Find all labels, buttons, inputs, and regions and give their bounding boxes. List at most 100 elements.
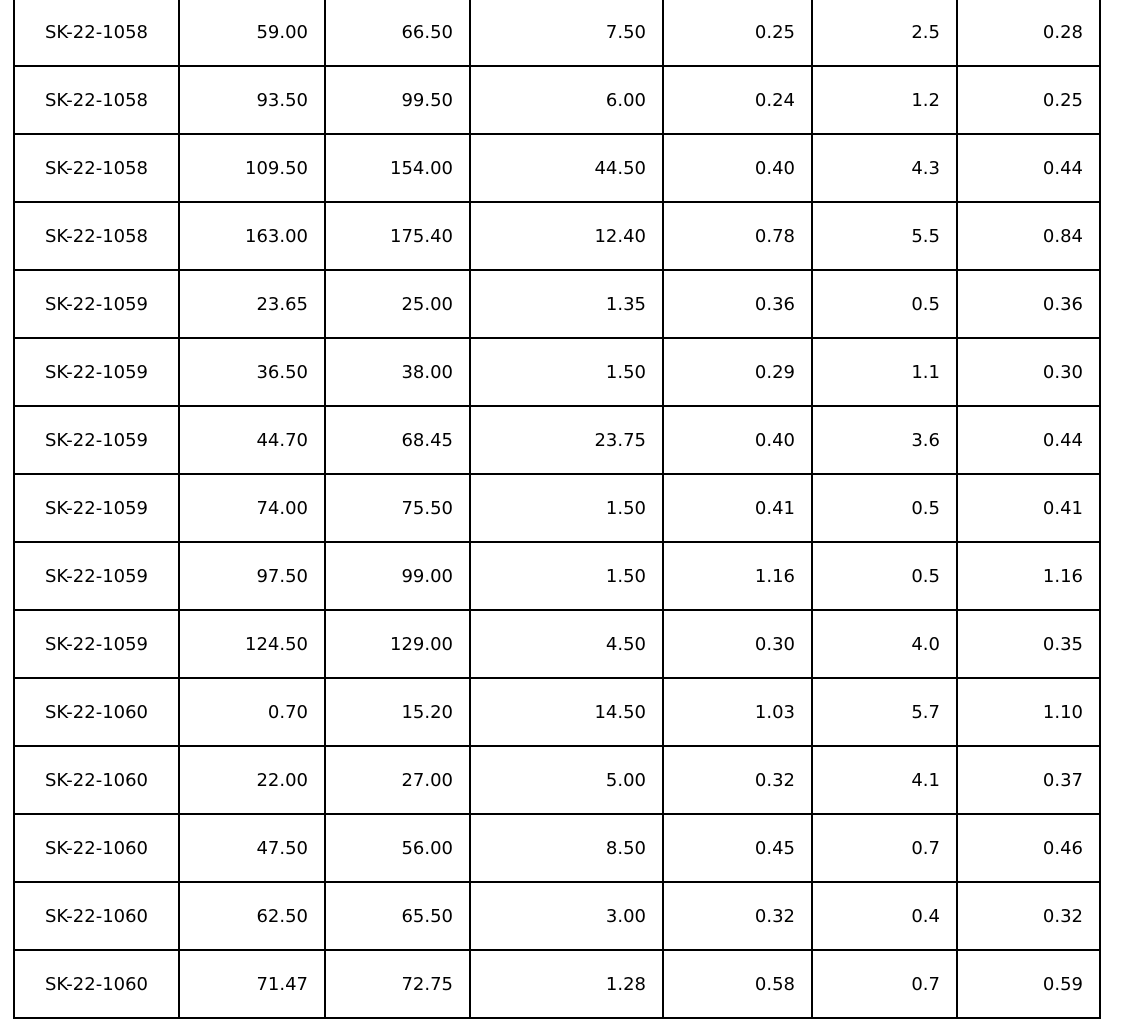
value-cell: 4.0 [811,609,958,679]
value-cell: 5.7 [811,677,958,747]
value-cell: 1.35 [469,269,664,339]
value-cell: 0.7 [811,813,958,883]
value-cell: 0.36 [956,269,1101,339]
value-cell: 0.37 [956,745,1101,815]
table-row: SK-22-1059 23.65 25.00 1.35 0.36 0.5 0.36 [13,269,1101,339]
value-cell: 44.50 [469,133,664,203]
table-row: SK-22-1059 74.00 75.50 1.50 0.41 0.5 0.41 [13,473,1101,543]
value-cell: 66.50 [324,0,471,67]
hole-id-cell: SK-22-1059 [13,337,180,407]
table-row: SK-22-1059 44.70 68.45 23.75 0.40 3.6 0.44 [13,405,1101,475]
value-cell: 38.00 [324,337,471,407]
value-cell: 23.75 [469,405,664,475]
value-cell: 0.58 [662,949,813,1019]
value-cell: 7.50 [469,0,664,67]
table-row: SK-22-1058 59.00 66.50 7.50 0.25 2.5 0.28 [13,0,1101,67]
value-cell: 1.2 [811,65,958,135]
value-cell: 109.50 [178,133,326,203]
table-row: SK-22-1060 71.47 72.75 1.28 0.58 0.7 0.59 [13,949,1101,1019]
value-cell: 0.29 [662,337,813,407]
value-cell: 65.50 [324,881,471,951]
data-table-body: SK-22-1058 59.00 66.50 7.50 0.25 2.5 0.28 SK-22… [13,0,1101,1019]
value-cell: 0.35 [956,609,1101,679]
data-table: SK-22-1058 59.00 66.50 7.50 0.25 2.5 0.28 SK-22… [13,0,1101,1019]
table-row: SK-22-1059 97.50 99.00 1.50 1.16 0.5 1.16 [13,541,1101,611]
value-cell: 0.45 [662,813,813,883]
value-cell: 1.50 [469,337,664,407]
hole-id-cell: SK-22-1059 [13,473,180,543]
value-cell: 1.1 [811,337,958,407]
table-row: SK-22-1060 47.50 56.00 8.50 0.45 0.7 0.46 [13,813,1101,883]
value-cell: 93.50 [178,65,326,135]
value-cell: 4.1 [811,745,958,815]
value-cell: 0.28 [956,0,1101,67]
value-cell: 0.30 [956,337,1101,407]
value-cell: 0.84 [956,201,1101,271]
value-cell: 0.30 [662,609,813,679]
hole-id-cell: SK-22-1059 [13,269,180,339]
value-cell: 23.65 [178,269,326,339]
value-cell: 0.32 [956,881,1101,951]
value-cell: 14.50 [469,677,664,747]
hole-id-cell: SK-22-1058 [13,0,180,67]
table-row: SK-22-1058 163.00 175.40 12.40 0.78 5.5 0.84 [13,201,1101,271]
hole-id-cell: SK-22-1059 [13,609,180,679]
value-cell: 99.50 [324,65,471,135]
value-cell: 25.00 [324,269,471,339]
value-cell: 175.40 [324,201,471,271]
value-cell: 0.78 [662,201,813,271]
value-cell: 0.59 [956,949,1101,1019]
hole-id-cell: SK-22-1060 [13,881,180,951]
value-cell: 2.5 [811,0,958,67]
value-cell: 1.50 [469,541,664,611]
value-cell: 0.40 [662,405,813,475]
value-cell: 0.25 [662,0,813,67]
value-cell: 0.7 [811,949,958,1019]
value-cell: 1.10 [956,677,1101,747]
value-cell: 0.41 [956,473,1101,543]
value-cell: 0.32 [662,881,813,951]
value-cell: 6.00 [469,65,664,135]
value-cell: 12.40 [469,201,664,271]
value-cell: 3.6 [811,405,958,475]
value-cell: 59.00 [178,0,326,67]
value-cell: 22.00 [178,745,326,815]
value-cell: 0.44 [956,133,1101,203]
value-cell: 1.16 [956,541,1101,611]
value-cell: 75.50 [324,473,471,543]
value-cell: 0.24 [662,65,813,135]
data-table-container: SK-22-1058 59.00 66.50 7.50 0.25 2.5 0.28 SK-22… [13,0,1101,1019]
value-cell: 1.03 [662,677,813,747]
table-row: SK-22-1058 109.50 154.00 44.50 0.40 4.3 0.44 [13,133,1101,203]
value-cell: 0.5 [811,541,958,611]
table-row: SK-22-1060 62.50 65.50 3.00 0.32 0.4 0.32 [13,881,1101,951]
value-cell: 97.50 [178,541,326,611]
hole-id-cell: SK-22-1060 [13,949,180,1019]
value-cell: 44.70 [178,405,326,475]
hole-id-cell: SK-22-1060 [13,677,180,747]
value-cell: 163.00 [178,201,326,271]
hole-id-cell: SK-22-1059 [13,405,180,475]
value-cell: 47.50 [178,813,326,883]
hole-id-cell: SK-22-1060 [13,813,180,883]
value-cell: 0.4 [811,881,958,951]
value-cell: 1.28 [469,949,664,1019]
value-cell: 68.45 [324,405,471,475]
table-row: SK-22-1058 93.50 99.50 6.00 0.24 1.2 0.25 [13,65,1101,135]
hole-id-cell: SK-22-1058 [13,201,180,271]
value-cell: 74.00 [178,473,326,543]
value-cell: 0.5 [811,269,958,339]
hole-id-cell: SK-22-1059 [13,541,180,611]
hole-id-cell: SK-22-1060 [13,745,180,815]
hole-id-cell: SK-22-1058 [13,65,180,135]
hole-id-cell: SK-22-1058 [13,133,180,203]
value-cell: 0.5 [811,473,958,543]
value-cell: 15.20 [324,677,471,747]
value-cell: 72.75 [324,949,471,1019]
value-cell: 3.00 [469,881,664,951]
value-cell: 5.5 [811,201,958,271]
value-cell: 27.00 [324,745,471,815]
value-cell: 71.47 [178,949,326,1019]
value-cell: 56.00 [324,813,471,883]
value-cell: 4.50 [469,609,664,679]
